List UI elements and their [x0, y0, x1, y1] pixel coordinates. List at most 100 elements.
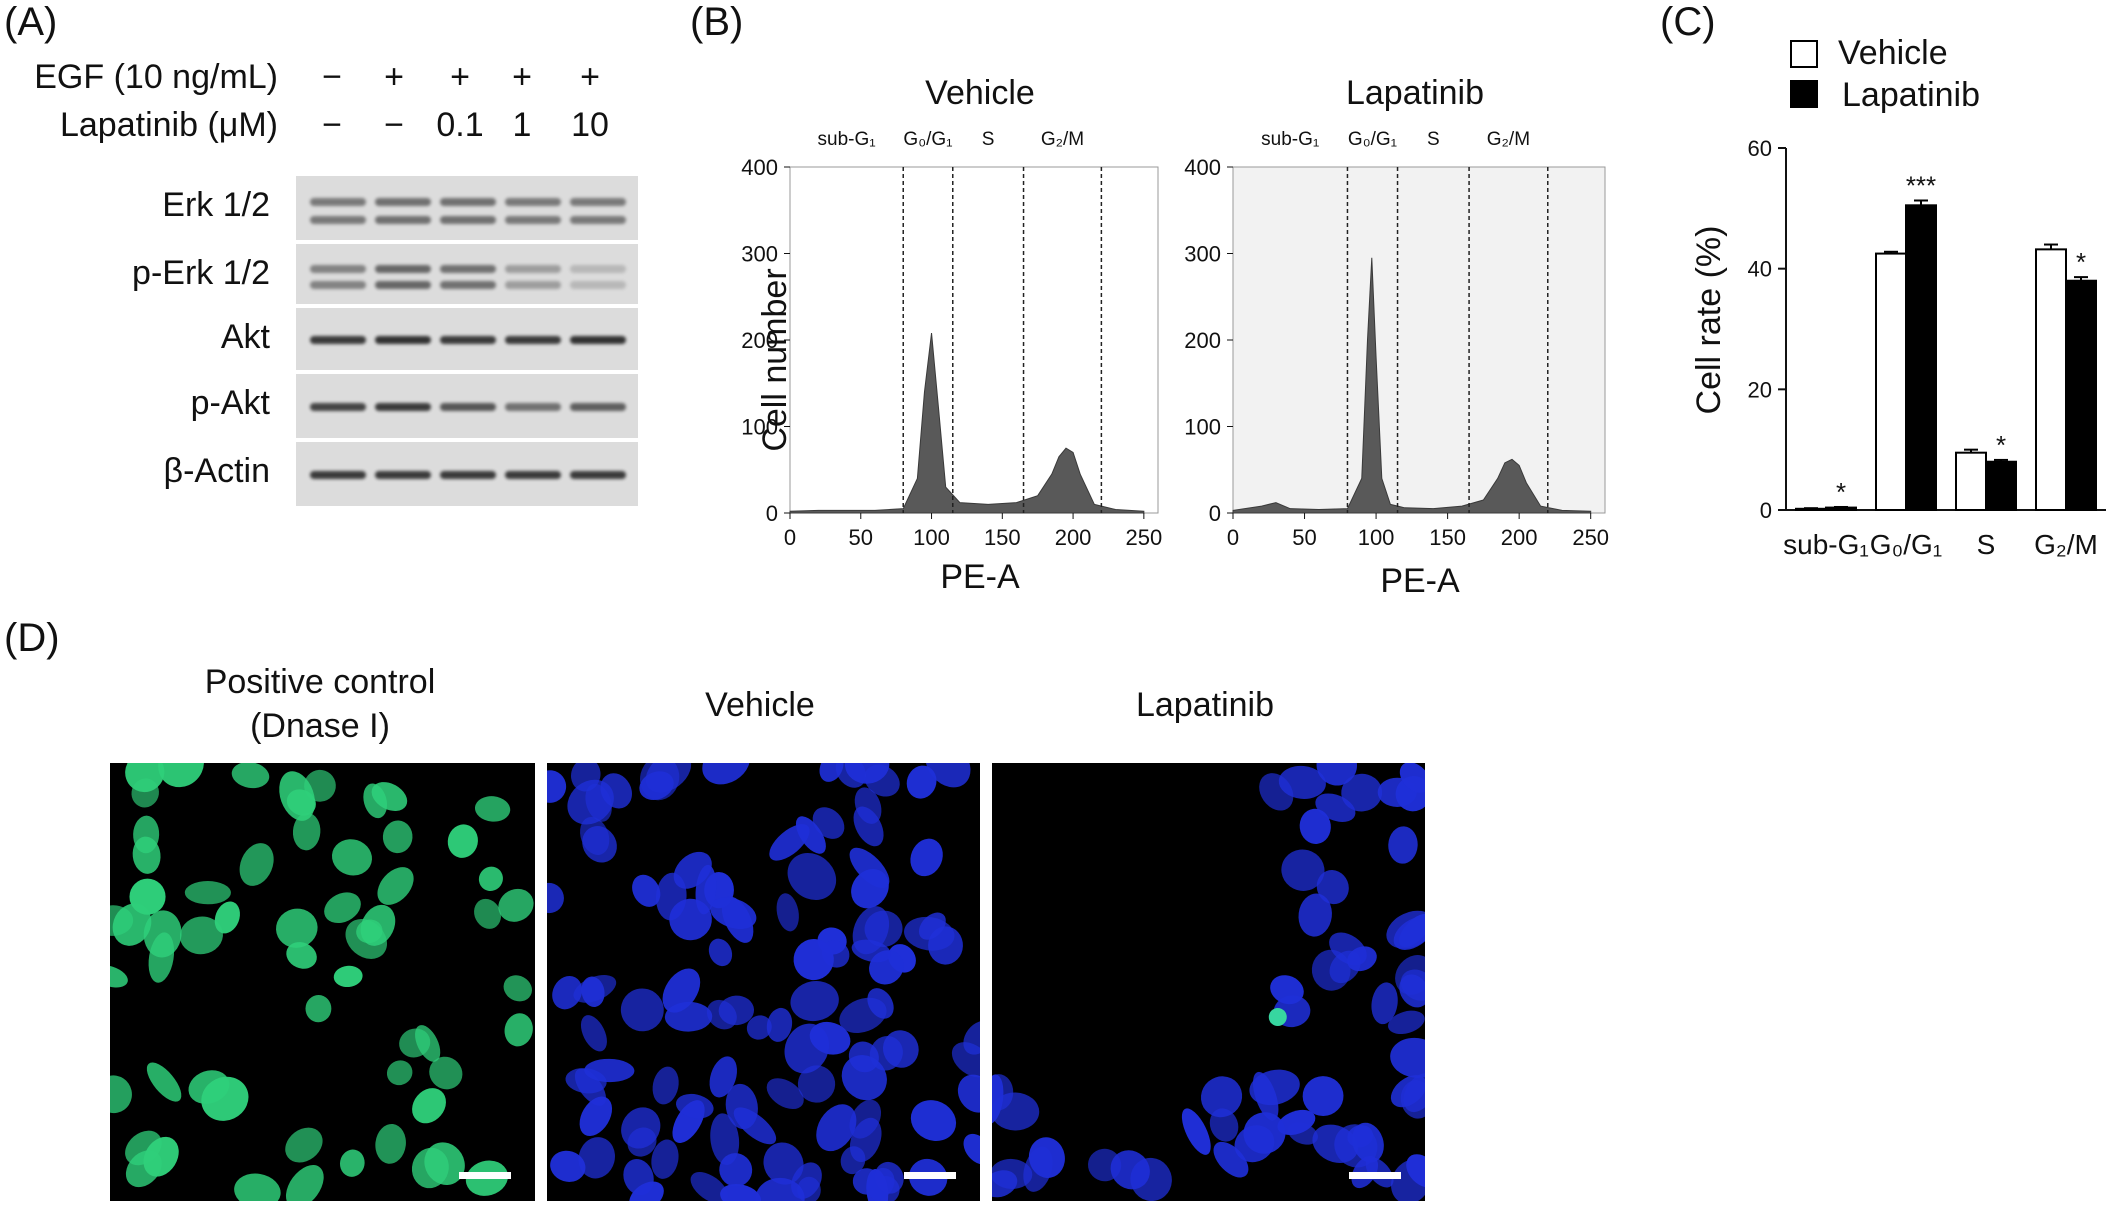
nucleus: [869, 1036, 903, 1071]
nucleus: [746, 1015, 772, 1040]
blot-strip: [296, 442, 638, 506]
blot-band: [505, 281, 561, 290]
blot-band: [375, 215, 431, 224]
nucleus: [131, 778, 159, 808]
blot-band: [440, 335, 496, 344]
bar-lapatinib: [2065, 279, 2097, 511]
nucleus: [305, 995, 332, 1023]
nucleus: [851, 868, 889, 909]
nucleus: [766, 1007, 793, 1042]
blot-strip: [296, 374, 638, 438]
nucleus: [851, 939, 892, 963]
hist-vehicle-xlabel: PE-A: [940, 558, 1020, 596]
nucleus: [1181, 1108, 1211, 1155]
egf-lane-3: +: [450, 58, 470, 96]
apoptotic-nucleus: [1268, 1008, 1287, 1027]
gate-label: G₀/G₁: [1348, 129, 1397, 150]
category-label: sub-G₁: [1783, 529, 1869, 560]
nucleus: [1406, 1154, 1425, 1188]
nucleus: [579, 1096, 613, 1137]
nucleus: [1329, 950, 1361, 984]
nucleus: [324, 892, 361, 924]
nucleus: [547, 882, 564, 914]
nucleus: [582, 826, 617, 863]
y-tick-label: 300: [741, 242, 778, 267]
nucleus: [1278, 765, 1326, 799]
nucleus: [292, 812, 321, 851]
lap-lane-3: 0.1: [436, 106, 484, 144]
nucleus: [651, 1139, 679, 1179]
blot-band: [310, 198, 366, 207]
blot-band: [570, 335, 626, 344]
nucleus: [1390, 1037, 1425, 1078]
nucleus: [331, 839, 373, 876]
nucleus: [1249, 1069, 1300, 1106]
legend-vehicle-swatch: [1790, 40, 1818, 68]
x-tick-label: 50: [849, 525, 873, 550]
blot-band: [310, 265, 366, 273]
nucleus: [710, 897, 757, 930]
blot-band: [375, 281, 431, 290]
micro-positive-title-line2: (Dnase I): [250, 707, 390, 745]
nucleus: [632, 874, 661, 907]
nucleus: [1341, 773, 1383, 812]
nucleus: [763, 1142, 804, 1185]
egf-lane-5: +: [580, 58, 600, 96]
nucleus: [550, 1150, 586, 1182]
nucleus: [910, 1100, 957, 1141]
blot-band: [505, 335, 561, 344]
egf-label: EGF (10 ng/mL): [34, 58, 278, 96]
nucleus: [963, 1133, 980, 1165]
nucleus: [816, 1104, 857, 1152]
blot-band: [505, 215, 561, 224]
nucleus: [910, 838, 943, 877]
y-tick-label: 200: [1184, 328, 1221, 353]
x-tick-label: 250: [1125, 525, 1162, 550]
legend-vehicle-label: Vehicle: [1838, 34, 1948, 72]
nucleus: [571, 763, 601, 792]
nucleus: [1277, 1109, 1316, 1136]
nucleus: [504, 1013, 533, 1047]
bar-vehicle: [1955, 451, 1987, 511]
nucleus: [790, 980, 839, 1022]
blot-band: [375, 265, 431, 273]
blot-label: p-Erk 1/2: [132, 254, 270, 292]
nucleus: [844, 763, 890, 784]
blot-band: [375, 335, 431, 344]
x-tick-label: 100: [913, 525, 950, 550]
nucleus: [474, 898, 502, 929]
nucleus: [791, 1162, 822, 1199]
nucleus: [725, 1083, 758, 1130]
egf-lane-4: +: [512, 58, 532, 96]
bar-lapatinib: [1985, 460, 2017, 512]
nucleus: [285, 1165, 324, 1201]
x-tick-label: 200: [1501, 525, 1538, 550]
nucleus: [719, 1153, 753, 1187]
nucleus: [552, 976, 583, 1010]
x-tick-label: 150: [984, 525, 1021, 550]
nucleus: [906, 765, 937, 799]
blot-label: β-Actin: [163, 452, 270, 490]
panel-d-letter: (D): [4, 616, 60, 660]
nucleus: [382, 820, 413, 854]
x-tick-label: 250: [1572, 525, 1609, 550]
nucleus: [333, 965, 363, 988]
histogram-area: [789, 333, 1145, 514]
nucleus: [179, 916, 223, 955]
blot-band: [570, 215, 626, 224]
y-tick-label: 0: [766, 501, 778, 526]
blot-band: [440, 402, 496, 411]
nucleus: [1110, 1150, 1150, 1190]
nucleus: [645, 763, 692, 793]
x-tick-label: 150: [1429, 525, 1466, 550]
bar-vehicle: [1875, 252, 1907, 511]
blot-band: [570, 470, 626, 479]
nucleus: [1028, 1137, 1065, 1178]
nucleus: [766, 1078, 804, 1110]
micro-lapatinib-image: [992, 763, 1425, 1201]
nucleus: [1316, 870, 1349, 905]
blot-label: p-Akt: [190, 384, 270, 422]
nucleus: [1315, 793, 1356, 822]
blot-band: [440, 198, 496, 207]
bar-vehicle: [2035, 248, 2067, 512]
